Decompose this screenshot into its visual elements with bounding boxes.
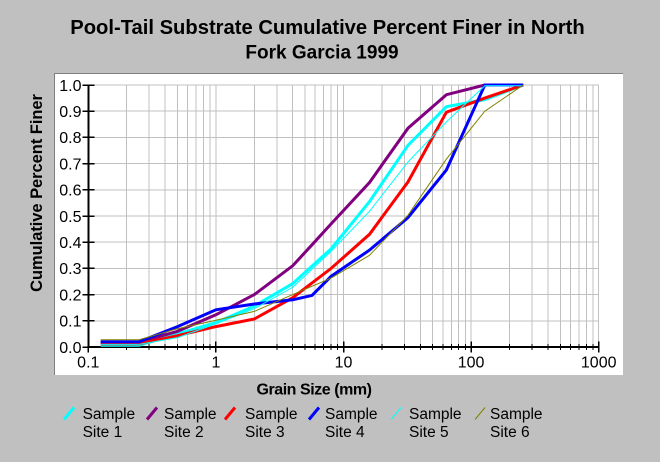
svg-text:0.7: 0.7 <box>59 156 81 173</box>
svg-text:Site 1: Site 1 <box>83 424 123 441</box>
svg-text:0.3: 0.3 <box>59 261 81 278</box>
svg-text:Site 4: Site 4 <box>325 424 365 441</box>
svg-text:0.0: 0.0 <box>59 340 81 357</box>
svg-text:0.1: 0.1 <box>59 314 81 331</box>
svg-text:0.9: 0.9 <box>59 104 81 121</box>
svg-text:Sample: Sample <box>164 406 217 423</box>
svg-text:0.5: 0.5 <box>59 209 81 226</box>
svg-text:0.1: 0.1 <box>77 354 99 371</box>
svg-text:0.2: 0.2 <box>59 287 81 304</box>
svg-text:1.0: 1.0 <box>59 78 81 95</box>
svg-text:Site 3: Site 3 <box>245 424 285 441</box>
svg-text:Sample: Sample <box>245 406 298 423</box>
svg-text:0.6: 0.6 <box>59 183 81 200</box>
svg-text:10: 10 <box>335 354 353 371</box>
svg-text:Site 5: Site 5 <box>409 424 449 441</box>
svg-text:0.4: 0.4 <box>59 235 81 252</box>
svg-text:100: 100 <box>458 354 485 371</box>
svg-text:Site 2: Site 2 <box>164 424 204 441</box>
svg-text:1000: 1000 <box>581 354 617 371</box>
svg-text:1: 1 <box>211 354 220 371</box>
svg-text:0.8: 0.8 <box>59 130 81 147</box>
svg-text:Pool-Tail Substrate Cumulative: Pool-Tail Substrate Cumulative Percent F… <box>70 17 585 39</box>
svg-text:Sample: Sample <box>325 406 378 423</box>
svg-text:Sample: Sample <box>490 406 543 423</box>
svg-text:Sample: Sample <box>409 406 462 423</box>
svg-text:Grain Size (mm): Grain Size (mm) <box>256 382 371 399</box>
svg-text:Site 6: Site 6 <box>490 424 530 441</box>
svg-text:Fork Garcia 1999: Fork Garcia 1999 <box>245 43 398 64</box>
svg-text:Sample: Sample <box>83 406 136 423</box>
svg-text:Cumulative Percent Finer: Cumulative Percent Finer <box>28 93 46 291</box>
